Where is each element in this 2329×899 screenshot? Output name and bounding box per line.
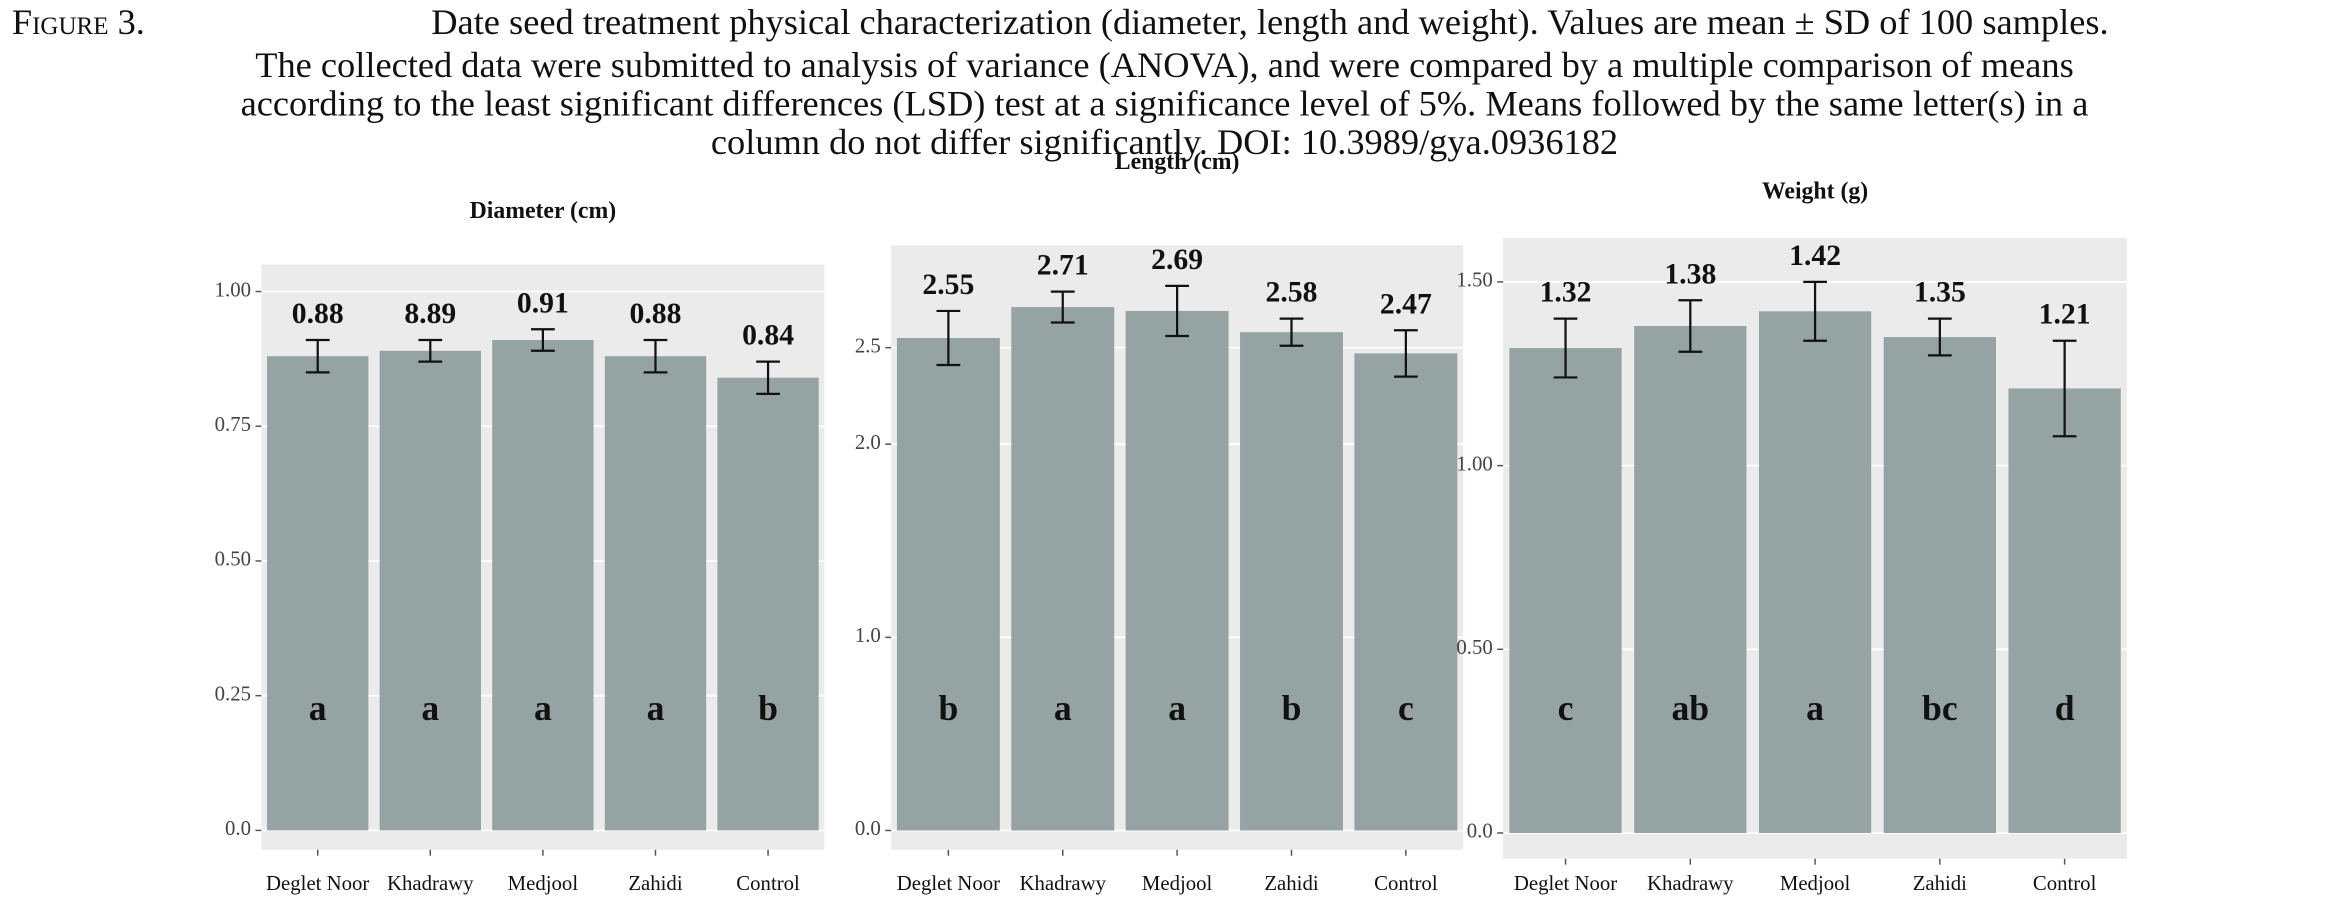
error-bar: [305, 338, 330, 374]
chart-title: Diameter (cm): [470, 198, 617, 224]
value-label: 0.88: [630, 298, 682, 330]
value-label: 0.84: [742, 320, 794, 352]
error-bar: [643, 338, 668, 374]
group-letter: d: [2055, 688, 2075, 728]
error-bar: [936, 309, 961, 367]
group-letter: a: [647, 688, 665, 728]
group-letter: c: [1558, 688, 1574, 728]
error-bar: [1927, 317, 1952, 357]
value-label: 1.38: [1664, 258, 1716, 290]
value-label: 8.89: [404, 298, 456, 330]
x-tick-label: Zahidi: [1913, 872, 1967, 895]
bar: [1125, 310, 1229, 831]
y-tick-label: 1.00: [1456, 452, 1492, 475]
chart-title: Weight (g): [1762, 179, 1868, 205]
y-tick-label: 0.25: [215, 682, 251, 705]
value-label: 2.69: [1151, 244, 1203, 276]
x-tick-label: Zahidi: [1264, 872, 1318, 895]
y-tick-label: 0.0: [855, 817, 881, 840]
group-letter: b: [938, 688, 958, 728]
bar: [1634, 326, 1747, 833]
caption-line: according to the least significant diffe…: [241, 83, 2089, 123]
value-label: 0.91: [517, 287, 569, 319]
y-tick-label: 0.50: [215, 548, 251, 571]
y-tick-label: 2.5: [855, 334, 881, 357]
value-label: 1.32: [1540, 277, 1592, 309]
value-label: 1.21: [2039, 299, 2091, 331]
error-bar: [1803, 280, 1827, 342]
bar: [1883, 337, 1996, 833]
error-bar: [418, 338, 443, 363]
bar: [604, 356, 707, 831]
x-tick-label: Deglet Noor: [897, 872, 1000, 895]
x-tick-label: Khadrawy: [1019, 872, 1106, 895]
caption-line: column do not differ significantly. DOI:…: [711, 122, 1618, 162]
y-tick-label: 1.0: [855, 624, 881, 647]
x-tick-label: Control: [2033, 872, 2097, 895]
error-bar: [1279, 317, 1304, 347]
group-letter: a: [309, 688, 327, 728]
value-label: 2.47: [1380, 288, 1432, 320]
value-label: 1.35: [1914, 277, 1966, 309]
value-label: 1.42: [1789, 240, 1841, 272]
bar: [1011, 307, 1115, 831]
bar: [1758, 311, 1872, 833]
group-letter: b: [1282, 688, 1302, 728]
y-tick-label: 0.0: [1467, 820, 1493, 843]
y-tick-label: 2.0: [855, 431, 881, 454]
x-tick-label: Deglet Noor: [1514, 872, 1617, 895]
x-tick-label: Khadrawy: [387, 872, 474, 895]
group-letter: a: [1806, 688, 1824, 728]
bar: [2008, 388, 2121, 833]
bar: [379, 350, 481, 831]
error-bar: [1165, 284, 1190, 338]
x-tick-label: Zahidi: [628, 872, 682, 895]
error-bar: [1553, 317, 1578, 379]
value-label: 0.88: [292, 298, 344, 330]
error-bar: [1393, 329, 1418, 378]
y-tick-label: 0.50: [1456, 636, 1492, 659]
group-letter: a: [534, 688, 552, 728]
x-tick-label: Medjool: [1142, 872, 1213, 895]
group-letter: ab: [1671, 688, 1709, 728]
error-bar: [531, 328, 555, 352]
group-letter: a: [1168, 688, 1186, 728]
group-letter: bc: [1922, 688, 1958, 728]
x-tick-label: Control: [1374, 872, 1438, 895]
x-tick-label: Control: [736, 872, 800, 895]
error-bar: [1050, 290, 1075, 324]
x-tick-label: Medjool: [508, 872, 579, 895]
y-tick-label: 0.0: [225, 817, 251, 840]
bar: [1354, 353, 1458, 831]
chart-title: Length (cm): [1115, 149, 1240, 175]
bar: [1509, 348, 1622, 833]
group-letter: a: [421, 688, 439, 728]
bar: [267, 356, 369, 831]
x-tick-label: Deglet Noor: [266, 872, 369, 895]
y-tick-label: 1.50: [1456, 269, 1492, 292]
bar: [1240, 332, 1343, 831]
y-tick-label: 0.75: [215, 413, 251, 436]
error-bar: [756, 360, 780, 396]
x-tick-label: Medjool: [1780, 872, 1851, 895]
error-bar: [2052, 339, 2077, 438]
caption-label: Figure 3.: [12, 2, 145, 42]
bar: [717, 377, 819, 831]
bar: [492, 340, 594, 831]
group-letter: a: [1054, 688, 1072, 728]
group-letter: c: [1398, 688, 1414, 728]
value-label: 2.71: [1037, 250, 1089, 282]
error-bar: [1678, 299, 1703, 353]
x-tick-label: Khadrawy: [1647, 872, 1734, 895]
value-label: 2.55: [922, 269, 974, 301]
y-tick-label: 1.00: [215, 278, 251, 301]
value-label: 2.58: [1266, 277, 1318, 309]
group-letter: b: [758, 688, 778, 728]
caption-line: The collected data were submitted to ana…: [255, 45, 2073, 85]
bar: [896, 337, 1000, 831]
caption-line: Date seed treatment physical characteriz…: [431, 2, 2108, 42]
